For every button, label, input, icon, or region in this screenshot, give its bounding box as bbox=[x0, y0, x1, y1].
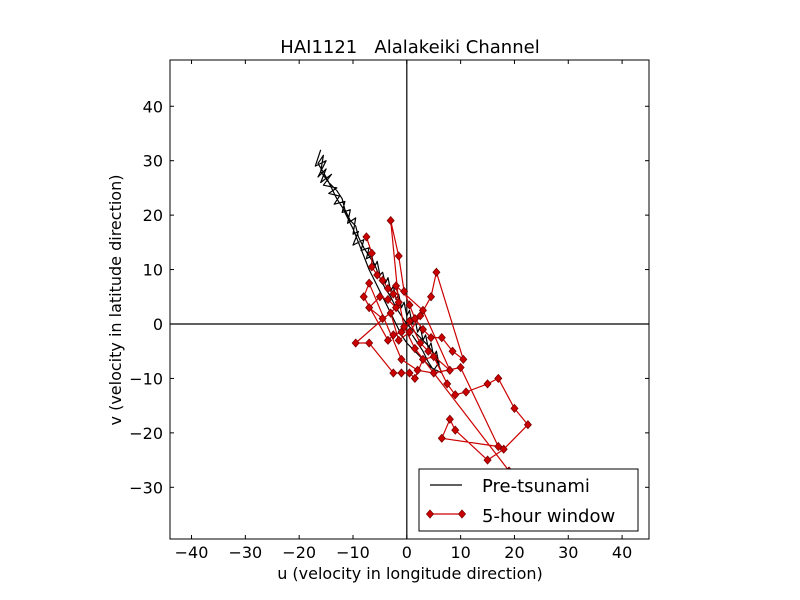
data-point bbox=[443, 379, 452, 389]
data-point bbox=[400, 322, 409, 332]
data-point bbox=[426, 332, 436, 343]
y-tick-label: 10 bbox=[143, 261, 163, 280]
legend-label-pre-tsunami: Pre-tsunami bbox=[482, 476, 590, 497]
data-point bbox=[413, 365, 422, 375]
data-point bbox=[378, 313, 387, 324]
data-point bbox=[397, 354, 406, 364]
x-tick-label: 30 bbox=[558, 543, 578, 562]
x-tick-label: 20 bbox=[504, 543, 524, 562]
y-tick-label: −30 bbox=[129, 478, 163, 497]
x-tick-label: −20 bbox=[282, 543, 316, 562]
x-tick-label: −30 bbox=[228, 543, 262, 562]
data-point bbox=[418, 354, 427, 364]
data-point bbox=[378, 275, 387, 286]
y-tick-label: 20 bbox=[143, 206, 163, 225]
data-point bbox=[400, 286, 409, 296]
data-point bbox=[410, 313, 419, 324]
data-point bbox=[383, 294, 393, 305]
data-point bbox=[365, 303, 374, 313]
data-point bbox=[523, 420, 532, 430]
data-point bbox=[394, 251, 403, 261]
data-point bbox=[448, 346, 457, 356]
data-point bbox=[392, 281, 401, 291]
data-point bbox=[426, 292, 436, 302]
data-point bbox=[365, 338, 374, 348]
data-point bbox=[424, 346, 433, 356]
data-point bbox=[389, 289, 398, 299]
series-5-hour-window bbox=[351, 215, 532, 476]
data-point bbox=[429, 352, 438, 362]
data-point bbox=[405, 300, 414, 310]
data-point bbox=[494, 441, 503, 452]
data-point bbox=[459, 354, 468, 364]
data-point bbox=[418, 305, 427, 315]
data-point bbox=[392, 303, 401, 313]
data-point bbox=[383, 284, 393, 294]
data-point bbox=[416, 338, 425, 348]
x-tick-label: −10 bbox=[336, 543, 370, 562]
data-point bbox=[451, 390, 460, 400]
y-tick-label: −20 bbox=[129, 424, 163, 443]
data-point bbox=[432, 267, 441, 277]
data-point bbox=[389, 330, 398, 340]
data-point bbox=[461, 387, 471, 397]
data-point bbox=[365, 278, 374, 288]
axes: −40 −30 −20 −10 0 10 20 30 40 −30 −20 −10 0 10 20 30 40 bbox=[129, 60, 649, 562]
y-tick-label: −10 bbox=[129, 369, 163, 388]
legend-marker-5-hour-window-left bbox=[425, 509, 435, 519]
x-tick-label: −40 bbox=[175, 543, 209, 562]
data-point bbox=[437, 332, 446, 343]
legend-label-5-hour-window: 5-hour window bbox=[482, 506, 615, 527]
data-point bbox=[394, 335, 403, 345]
data-point bbox=[367, 262, 376, 272]
x-tick-label: 0 bbox=[402, 543, 412, 562]
data-point bbox=[418, 324, 427, 335]
x-tick-label: 40 bbox=[612, 543, 632, 562]
data-point bbox=[483, 455, 492, 465]
data-point bbox=[397, 368, 406, 378]
plot-frame bbox=[169, 59, 650, 540]
legend-marker-5-hour-window-right bbox=[457, 509, 467, 519]
data-point bbox=[437, 433, 446, 443]
data-point bbox=[383, 335, 393, 345]
x-axis-label: u (velocity in longitude direction) bbox=[277, 564, 543, 583]
data-point bbox=[373, 270, 382, 280]
data-point bbox=[367, 248, 376, 258]
data-point bbox=[483, 379, 492, 389]
x-tick-label: 10 bbox=[450, 543, 470, 562]
data-point bbox=[359, 292, 368, 302]
y-axis-label: v (velocity in latitude direction) bbox=[106, 175, 125, 426]
data-point bbox=[410, 373, 419, 384]
data-point bbox=[510, 403, 519, 413]
data-point bbox=[456, 362, 465, 373]
legend-box bbox=[418, 468, 639, 532]
data-point bbox=[375, 292, 384, 302]
data-point bbox=[386, 308, 395, 318]
series-line-5-hour-window bbox=[355, 220, 529, 472]
data-point bbox=[386, 215, 395, 226]
chart-title: HAI1121 Alalakeiki Channel bbox=[280, 37, 539, 58]
data-point bbox=[445, 365, 454, 375]
data-point bbox=[362, 232, 371, 242]
data-point bbox=[499, 444, 508, 454]
data-point bbox=[351, 338, 360, 348]
series-line-pre-tsunami bbox=[314, 149, 443, 374]
plot-area bbox=[170, 60, 649, 539]
data-point bbox=[429, 368, 438, 378]
data-point bbox=[494, 373, 503, 384]
data-point bbox=[405, 316, 414, 326]
series-pre-tsunami bbox=[314, 149, 443, 374]
data-point bbox=[445, 414, 454, 424]
y-tick-label: 30 bbox=[143, 152, 163, 171]
y-tick-label: 0 bbox=[153, 315, 163, 334]
legend: Pre-tsunami 5-hour window bbox=[418, 468, 639, 532]
data-point bbox=[405, 368, 414, 378]
data-point bbox=[451, 425, 460, 435]
data-point bbox=[389, 368, 398, 378]
data-point bbox=[410, 343, 419, 354]
y-tick-label: 40 bbox=[143, 97, 163, 116]
data-point bbox=[405, 327, 414, 337]
